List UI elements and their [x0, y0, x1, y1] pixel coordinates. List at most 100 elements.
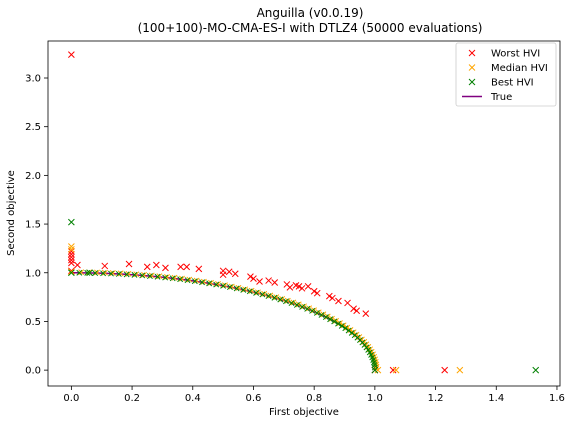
front-point-marker — [199, 279, 205, 286]
front-point-marker — [344, 324, 351, 331]
front-point-marker — [156, 273, 163, 280]
front-point-marker — [267, 292, 274, 299]
front-point-marker — [273, 294, 280, 301]
point-marker — [353, 307, 361, 315]
front-point-marker — [335, 320, 342, 327]
x-tick-label: 1.2 — [428, 393, 444, 404]
front-point-marker — [123, 271, 130, 278]
front-point-marker — [162, 274, 169, 281]
point-marker — [183, 263, 191, 271]
point-marker — [344, 299, 351, 307]
x-tick-label: 0.0 — [63, 393, 79, 404]
point-marker — [250, 275, 257, 282]
point-marker — [231, 270, 239, 278]
legend-item: Median HVI — [468, 63, 548, 74]
front-point-marker — [146, 273, 153, 280]
point-marker — [177, 263, 184, 271]
front-point-marker — [299, 303, 306, 310]
point-marker — [456, 366, 464, 374]
front-point-marker — [221, 282, 228, 289]
point-marker — [101, 262, 109, 270]
front-point-marker — [242, 286, 249, 293]
point-marker — [68, 243, 75, 250]
front-point-marker — [94, 269, 100, 276]
front-point-marker — [327, 316, 334, 323]
front-point-marker — [208, 279, 214, 286]
point-marker — [295, 283, 303, 290]
point-marker — [162, 264, 169, 272]
front-point-marker — [338, 322, 345, 329]
front-point-marker — [101, 269, 108, 276]
y-tick-label: 0.0 — [25, 366, 41, 377]
front-point-marker — [235, 284, 242, 291]
point-marker — [152, 261, 160, 269]
front-point-marker — [186, 276, 193, 283]
point-marker — [68, 218, 75, 226]
front-point-marker — [100, 270, 107, 277]
point-marker — [68, 268, 75, 276]
point-marker — [350, 305, 357, 313]
front-point-marker — [177, 276, 184, 283]
x-tick-label: 0.6 — [246, 393, 262, 404]
front-point-marker — [206, 280, 213, 287]
point-marker — [86, 269, 93, 277]
point-marker — [195, 265, 203, 273]
front-point-marker — [345, 327, 352, 334]
front-point-marker — [342, 325, 349, 332]
legend-frame — [455, 42, 557, 107]
legend-items: Worst HVI Median HVI Best HVI True — [462, 49, 548, 103]
legend-label: Best HVI — [491, 78, 534, 89]
chart-title-line-1: Anguilla (v0.0.19) — [257, 6, 364, 20]
point-marker — [286, 284, 294, 291]
point-marker — [265, 277, 272, 284]
legend-item: Best HVI — [468, 78, 534, 89]
point-marker — [392, 366, 400, 374]
front-point-marker — [233, 285, 240, 292]
front-point-marker — [169, 275, 176, 282]
y-tick-label: 0.5 — [25, 317, 41, 328]
point-marker — [68, 253, 75, 261]
front-point-marker — [331, 318, 338, 325]
y-axis-ticks: 0.0 0.5 1.0 1.5 2.0 2.5 3.0 — [25, 74, 48, 377]
front-point-marker — [313, 309, 320, 316]
point-marker — [247, 273, 254, 281]
legend: Worst HVI Median HVI Best HVI True — [455, 42, 557, 107]
point-marker — [68, 51, 75, 58]
front-point-marker — [290, 299, 297, 306]
front-point-marker — [271, 294, 278, 301]
point-marker — [310, 287, 318, 295]
front-point-marker — [125, 270, 132, 277]
x-tick-label: 0.2 — [124, 393, 140, 404]
front-point-marker — [108, 270, 114, 277]
front-point-marker — [253, 289, 260, 296]
x-axis-label: First objective — [269, 407, 339, 418]
point-marker — [68, 256, 75, 264]
front-point-marker — [220, 282, 227, 289]
front-point-marker — [148, 272, 155, 279]
front-point-marker — [301, 303, 307, 310]
front-point-marker — [179, 275, 185, 282]
front-point-marker — [279, 295, 286, 302]
legend-x-swatch — [468, 78, 476, 86]
front-point-marker — [84, 269, 91, 276]
legend-label: True — [490, 92, 512, 103]
point-marker — [68, 269, 75, 277]
legend-item: Worst HVI — [468, 49, 540, 60]
point-marker — [389, 366, 397, 374]
y-tick-label: 2.0 — [25, 171, 41, 182]
legend-x-swatch — [468, 64, 476, 71]
point-marker — [125, 260, 133, 268]
markers-layer — [68, 51, 540, 374]
front-point-marker — [117, 270, 124, 277]
front-point-marker — [288, 300, 295, 307]
y-axis-label: Second objective — [6, 170, 17, 256]
point-marker — [362, 310, 370, 318]
front-point-marker — [295, 301, 302, 308]
point-marker — [313, 289, 321, 297]
front-point-marker — [283, 298, 289, 305]
front-point-marker — [139, 272, 146, 279]
x-axis-ticks: 0.0 0.2 0.4 0.6 0.8 1.0 1.2 1.4 1.6 — [63, 386, 565, 404]
legend-label: Worst HVI — [491, 49, 540, 60]
point-marker — [441, 366, 449, 374]
